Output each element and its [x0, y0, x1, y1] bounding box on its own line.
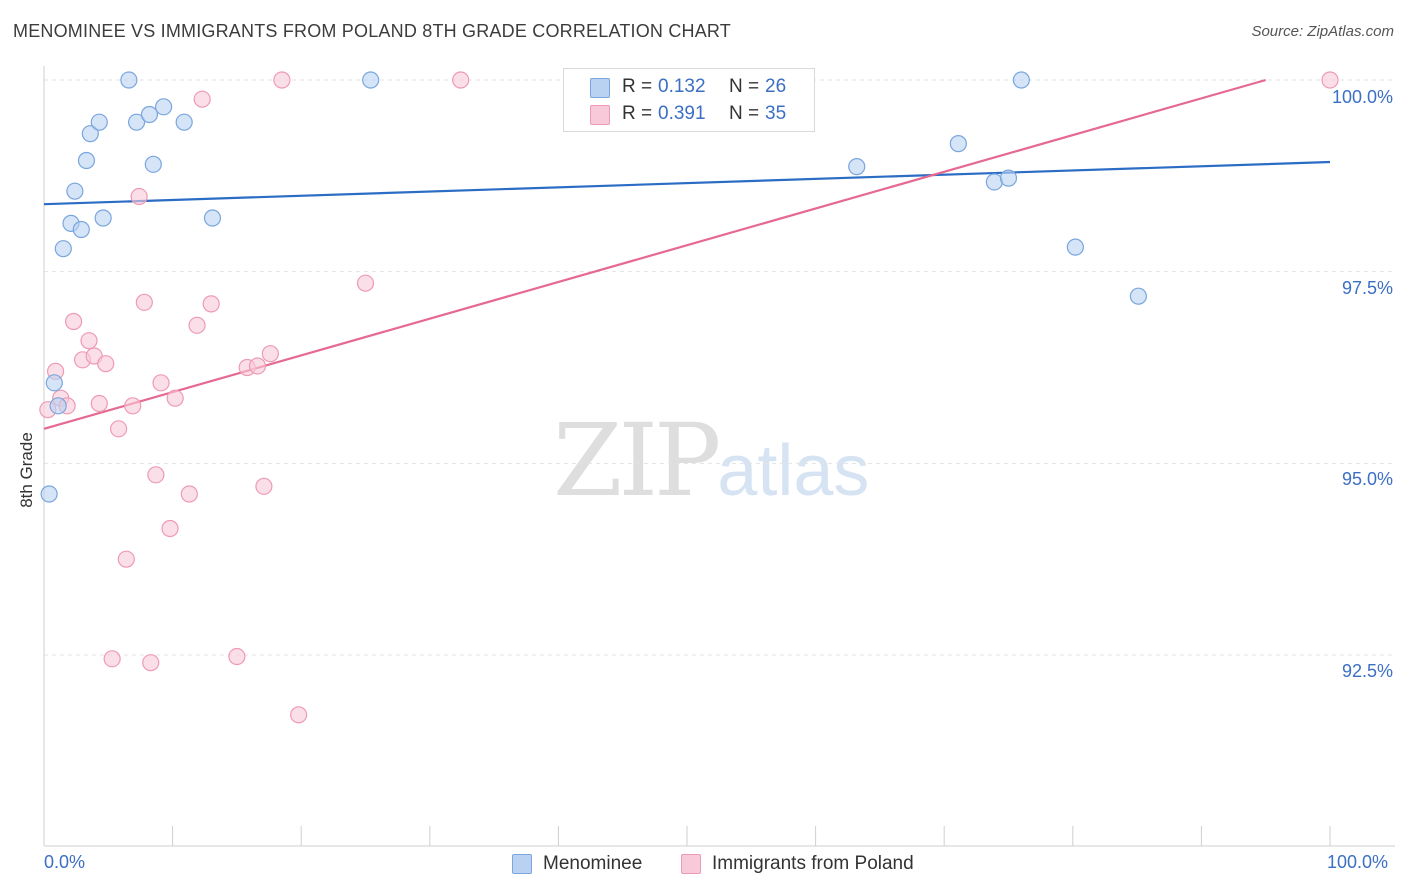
chart-title: MENOMINEE VS IMMIGRANTS FROM POLAND 8TH … — [13, 21, 732, 41]
menominee-point — [72, 220, 90, 239]
menominee-point — [144, 155, 162, 173]
menominee-point — [999, 169, 1018, 187]
poland-point — [90, 394, 108, 413]
trend-line-poland — [43, 78, 1267, 430]
menominee-point — [140, 105, 159, 124]
menominee-point — [66, 182, 84, 200]
bottom-legend-swatch-pink — [681, 854, 701, 874]
poland-point — [161, 519, 179, 538]
poland-point — [290, 706, 308, 724]
menominee-point — [985, 173, 1003, 191]
y-tick-label-95: 95.0% — [1341, 469, 1393, 489]
legend-swatch-pink — [590, 105, 610, 125]
poland-point — [261, 345, 279, 363]
poland-point — [255, 477, 273, 495]
poland-point — [273, 71, 291, 89]
legend-row-poland: R = 0.391 N = 35 — [564, 101, 814, 128]
poland-point — [64, 312, 83, 331]
menominee-point — [77, 151, 96, 170]
poland-point — [124, 397, 142, 415]
trend-line-menominee — [43, 160, 1331, 206]
source-label: Source: ZipAtlas.com — [1251, 23, 1394, 40]
menominee-point — [203, 209, 222, 227]
poland-point — [80, 332, 98, 350]
poland-point — [109, 420, 128, 438]
legend-r-value: 0.132 — [658, 76, 706, 97]
poland-point — [228, 647, 246, 666]
poland-point — [152, 374, 170, 392]
poland-point — [193, 90, 211, 108]
legend-n-label: N = — [729, 76, 760, 97]
poland-point — [180, 485, 198, 503]
poland-point — [452, 71, 470, 89]
x-tick-label-0: 0.0% — [44, 852, 86, 872]
menominee-point — [848, 158, 866, 176]
bottom-legend-swatch-blue — [512, 854, 532, 874]
poland-point — [97, 355, 115, 373]
menominee-point — [1066, 238, 1084, 256]
poland-point — [166, 389, 184, 407]
zipatlas-watermark: ZIPatlas — [553, 402, 869, 519]
menominee-point — [45, 374, 63, 392]
y-tick-label-97.5: 97.5% — [1341, 278, 1393, 298]
y-tick-label-92.5: 92.5% — [1341, 661, 1393, 681]
menominee-point — [120, 71, 138, 89]
legend-n-value: 35 — [765, 103, 787, 124]
bottom-legend-label: Menominee — [543, 853, 643, 874]
poland-point — [202, 295, 220, 313]
menominee-points — [40, 71, 1147, 503]
poland-point — [147, 466, 165, 484]
menominee-point — [90, 113, 108, 131]
legend-n-value: 26 — [765, 76, 787, 97]
menominee-point — [94, 209, 112, 227]
x-axis — [43, 66, 1395, 847]
poland-points — [39, 71, 1339, 724]
menominee-point — [54, 240, 72, 258]
legend-r-label: R = — [622, 103, 653, 124]
poland-point — [188, 316, 206, 334]
legend-row-menominee: R = 0.132 N = 26 — [564, 74, 814, 101]
poland-point — [1321, 71, 1339, 89]
poland-point — [130, 187, 148, 206]
watermark-zip: ZIP — [553, 402, 721, 519]
poland-point — [142, 654, 160, 672]
menominee-point — [362, 71, 380, 89]
bottom-legend-label: Immigrants from Poland — [712, 853, 914, 874]
menominee-point — [81, 125, 99, 143]
correlation-legend: R = 0.132 N = 26 R = 0.391 N = 35 — [563, 68, 815, 132]
poland-point — [117, 550, 135, 568]
menominee-point — [175, 113, 193, 131]
menominee-point — [1012, 71, 1030, 89]
poland-point — [103, 650, 121, 668]
menominee-point — [127, 113, 146, 131]
legend-r-value: 0.391 — [658, 103, 706, 124]
poland-point — [135, 293, 153, 311]
legend-n-label: N = — [729, 103, 760, 124]
trend-lines — [43, 78, 1331, 430]
menominee-point — [1129, 287, 1147, 305]
x-tick-label-100: 100.0% — [1327, 852, 1389, 872]
y-tick-label-100: 100.0% — [1331, 87, 1393, 107]
menominee-point — [49, 397, 67, 415]
legend-swatch-blue — [590, 78, 610, 98]
menominee-point — [40, 485, 58, 503]
menominee-point — [949, 135, 967, 153]
menominee-point — [154, 98, 173, 116]
watermark-atlas: atlas — [717, 431, 870, 511]
legend-r-label: R = — [622, 76, 653, 97]
poland-point — [356, 274, 375, 292]
poland-point — [248, 357, 267, 375]
